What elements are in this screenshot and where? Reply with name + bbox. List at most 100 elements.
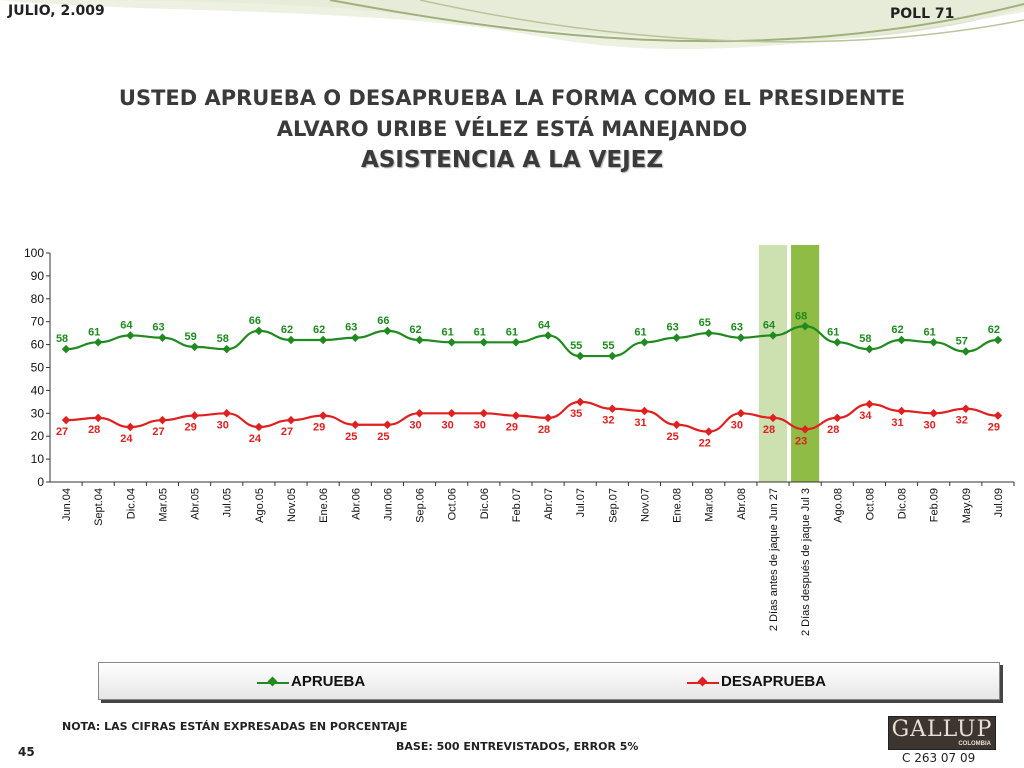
aprueba-data-label: 63 [666,322,678,334]
desaprueba-data-label: 30 [442,419,454,431]
x-tick-label: Abr.08 [736,488,748,520]
desaprueba-point [351,420,360,429]
x-tick-label: Jul.05 [222,488,234,517]
aprueba-data-label: 58 [217,333,229,345]
aprueba-point [158,333,167,342]
aprueba-data-label: 61 [506,326,518,338]
x-tick-label: Feb.07 [511,488,523,522]
aprueba-point [415,335,424,345]
logo-subtext: COLOMBIA [958,741,991,747]
aprueba-point [222,344,231,354]
desaprueba-data-label: 25 [377,431,389,443]
aprueba-point [897,335,906,345]
desaprueba-data-label: 24 [249,433,262,445]
desaprueba-point [126,422,135,432]
desaprueba-point [61,415,71,425]
aprueba-point [961,347,971,356]
x-tick-label: Jun.06 [382,488,394,521]
x-tick-label: Abr.05 [190,488,202,520]
desaprueba-data-label: 30 [474,419,486,431]
desaprueba-point [415,409,424,418]
x-tick-label: Mar.08 [704,488,716,522]
x-tick-label: Abr.07 [543,488,555,520]
aprueba-point [126,331,135,340]
y-tick-label: 90 [31,269,45,283]
aprueba-data-label: 61 [474,326,486,338]
x-tick-label: Dic.08 [897,488,909,519]
header-swoosh [0,0,1024,49]
aprueba-data-label: 61 [88,326,100,338]
x-tick-label: Nov.07 [639,488,651,522]
desaprueba-data-label: 29 [184,422,196,434]
aprueba-point [768,331,778,340]
gallup-logo: GALLUP COLOMBIA [888,716,996,750]
aprueba-data-label: 55 [602,340,614,352]
aprueba-series-line [66,325,998,358]
desaprueba-point [897,406,906,416]
desaprueba-data-label: 27 [56,426,68,438]
desaprueba-data-label: 23 [795,435,807,447]
x-tick-label: Dic.04 [125,488,137,519]
aprueba-point [511,338,521,347]
aprueba-data-label: 57 [956,335,968,347]
x-tick-label: Oct.08 [864,488,876,520]
aprueba-data-label: 55 [570,340,582,352]
aprueba-data-label: 63 [731,322,743,334]
desaprueba-point [800,425,810,434]
x-tick-label: Ago.08 [832,488,844,523]
aprueba-point [736,333,746,342]
desaprueba-point [865,399,874,409]
footer-nota: NOTA: LAS CIFRAS ESTÁN EXPRESADAS EN POR… [62,720,408,733]
desaprueba-point [511,411,521,420]
aprueba-point [286,335,296,345]
x-tick-label: Sep.06 [415,488,427,523]
x-tick-label: Mar.05 [157,488,169,522]
aprueba-point [190,342,199,352]
aprueba-data-label: 62 [281,324,293,336]
desaprueba-point [447,409,456,418]
aprueba-data-label: 62 [313,324,325,336]
desaprueba-point [833,413,842,423]
desaprueba-point [190,411,199,420]
x-tick-label: Jun.04 [61,488,73,521]
x-tick-label: Dic.06 [479,488,491,519]
desaprueba-data-label: 24 [120,433,133,445]
desaprueba-point [640,406,649,416]
desaprueba-point [479,409,489,418]
x-tick-label: Sep.07 [607,488,619,523]
chart-title-line1: USTED APRUEBA O DESAPRUEBA LA FORMA COMO… [118,86,906,110]
aprueba-data-label: 62 [891,324,903,336]
x-tick-label: Nov.05 [286,488,298,522]
aprueba-data-label: 61 [924,326,936,338]
legend-desaprueba-label: DESAPRUEBA [721,673,827,690]
x-tick-label: Ene.08 [672,488,684,523]
desaprueba-data-label: 32 [602,415,614,427]
aprueba-point [479,338,489,347]
y-tick-label: 80 [31,292,45,306]
aprueba-point [318,335,328,345]
desaprueba-point [93,413,103,423]
desaprueba-point [254,422,264,432]
y-tick-label: 20 [31,429,45,443]
aprueba-data-label: 58 [56,333,68,345]
desaprueba-data-label: 27 [281,426,293,438]
x-tick-label: 2 Días después de jaque Jul 3 [800,488,812,636]
desaprueba-data-label: 29 [988,422,1000,434]
footer-base: BASE: 500 ENTREVISTADOS, ERROR 5% [396,740,639,753]
aprueba-data-label: 65 [699,317,711,329]
desaprueba-point [575,397,585,407]
desaprueba-data-label: 30 [409,419,421,431]
y-tick-label: 0 [37,475,44,489]
desaprueba-data-label: 32 [956,415,968,427]
aprueba-data-label: 66 [377,315,389,327]
x-tick-label: 2 Días antes de jaque Jun 27 [768,488,780,631]
logo-text: GALLUP [891,717,993,742]
legend: APRUEBA DESAPRUEBA [98,662,1000,700]
desaprueba-data-label: 31 [634,417,646,429]
aprueba-data-label: 66 [249,315,261,327]
aprueba-point [640,338,649,347]
desaprueba-point [543,413,553,423]
aprueba-data-label: 61 [827,326,839,338]
y-tick-label: 40 [31,383,45,397]
aprueba-data-label: 64 [763,319,776,331]
